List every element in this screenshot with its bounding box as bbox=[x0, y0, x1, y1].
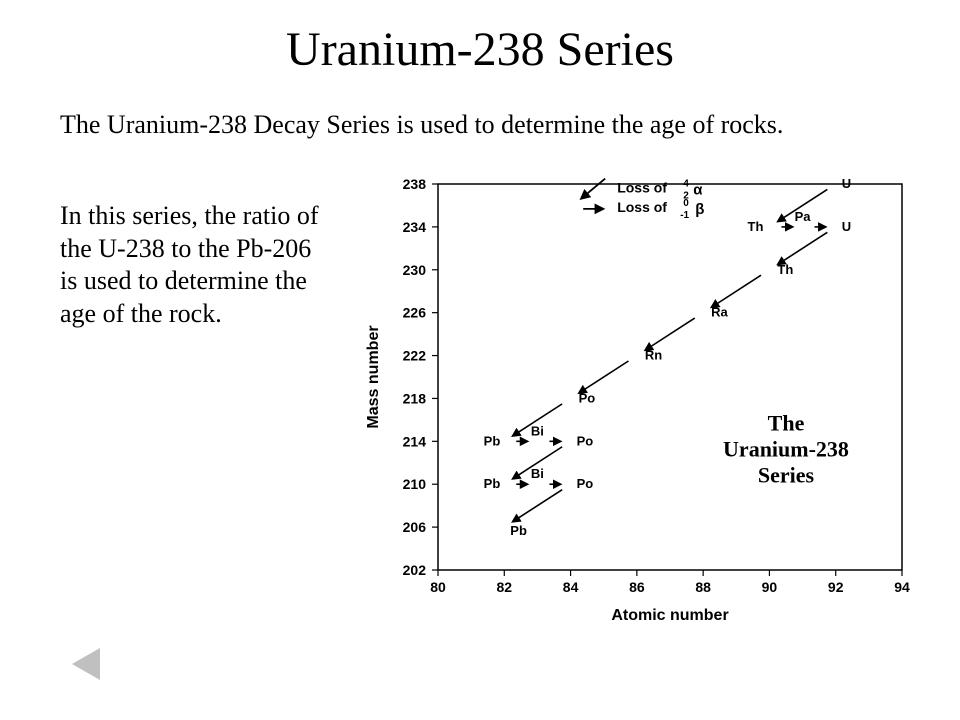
svg-text:α: α bbox=[693, 182, 703, 199]
svg-text:Rn: Rn bbox=[645, 348, 662, 363]
svg-text:Bi: Bi bbox=[531, 466, 544, 481]
svg-text:U: U bbox=[842, 219, 851, 234]
svg-text:Th: Th bbox=[748, 219, 764, 234]
svg-text:β: β bbox=[695, 201, 704, 218]
svg-text:Bi: Bi bbox=[531, 423, 544, 438]
svg-text:210: 210 bbox=[403, 476, 427, 492]
svg-text:-1: -1 bbox=[680, 210, 689, 221]
svg-text:Po: Po bbox=[577, 433, 594, 448]
svg-text:Pb: Pb bbox=[484, 433, 501, 448]
svg-text:Th: Th bbox=[777, 262, 793, 277]
svg-text:222: 222 bbox=[403, 348, 427, 364]
svg-text:Atomic number: Atomic number bbox=[611, 607, 728, 624]
svg-text:86: 86 bbox=[629, 579, 645, 595]
svg-text:234: 234 bbox=[403, 219, 427, 235]
svg-text:90: 90 bbox=[762, 579, 778, 595]
svg-text:Uranium-238: Uranium-238 bbox=[723, 437, 849, 462]
svg-text:Loss of: Loss of bbox=[617, 199, 667, 215]
svg-text:82: 82 bbox=[496, 579, 512, 595]
svg-text:218: 218 bbox=[403, 390, 427, 406]
svg-text:Loss of: Loss of bbox=[617, 180, 667, 196]
svg-text:Mass number: Mass number bbox=[365, 325, 382, 428]
svg-text:Po: Po bbox=[579, 390, 596, 405]
svg-text:Po: Po bbox=[577, 476, 594, 491]
svg-text:92: 92 bbox=[828, 579, 844, 595]
svg-text:214: 214 bbox=[403, 433, 427, 449]
svg-text:Pa: Pa bbox=[795, 209, 812, 224]
svg-text:4: 4 bbox=[683, 179, 689, 190]
subtitle-text: The Uranium-238 Decay Series is used to … bbox=[60, 110, 783, 140]
decay-series-chart: 80 82 84 86 88 90 92 94 202 206 210 214 218 222 226 230… bbox=[360, 170, 920, 630]
svg-text:88: 88 bbox=[695, 579, 711, 595]
svg-text:84: 84 bbox=[563, 579, 579, 595]
svg-text:80: 80 bbox=[430, 579, 446, 595]
svg-text:Pb: Pb bbox=[484, 476, 501, 491]
svg-text:0: 0 bbox=[683, 198, 689, 209]
svg-text:Ra: Ra bbox=[711, 305, 728, 320]
svg-text:202: 202 bbox=[403, 562, 427, 578]
svg-text:238: 238 bbox=[403, 176, 427, 192]
svg-text:226: 226 bbox=[403, 305, 427, 321]
svg-text:94: 94 bbox=[894, 579, 910, 595]
page-title: Uranium-238 Series bbox=[0, 22, 960, 77]
svg-text:The: The bbox=[768, 411, 805, 436]
body-text: In this series, the ratio of the U-238 t… bbox=[60, 200, 320, 330]
svg-text:Pb: Pb bbox=[510, 523, 527, 538]
previous-slide-button[interactable] bbox=[72, 648, 100, 680]
svg-text:U: U bbox=[842, 176, 851, 191]
svg-text:Series: Series bbox=[758, 463, 815, 488]
svg-text:206: 206 bbox=[403, 519, 427, 535]
svg-text:230: 230 bbox=[403, 262, 427, 278]
slide: Uranium-238 Series The Uranium-238 Decay… bbox=[0, 0, 960, 720]
